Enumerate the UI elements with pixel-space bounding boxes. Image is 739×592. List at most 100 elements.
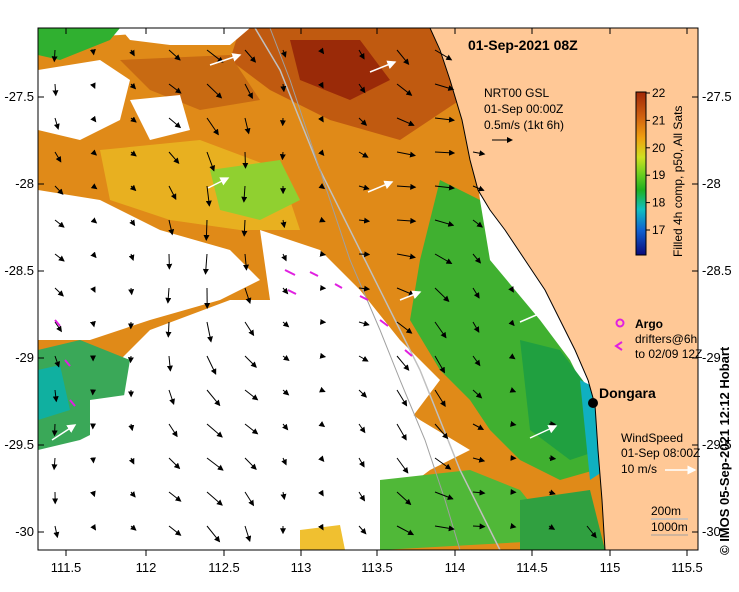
wind-vector [165,321,172,338]
x-tick-label: 113 [291,560,312,575]
wind-vector [281,457,287,466]
wind-vector [318,47,325,55]
wind-vector [51,423,58,437]
depth-legend-1000m: 1000m [651,520,688,534]
wind-vector [358,320,370,327]
wind-vector [358,491,366,502]
wind-vector [54,185,64,195]
wind-vector [396,253,416,260]
wind-vector [129,491,136,498]
wind-vector [206,525,221,543]
wind-vector [280,83,287,93]
wind-vector [90,82,96,90]
wind-vector [472,253,482,264]
wind-vector [396,151,416,158]
wind-vector [206,457,224,471]
wind-vector [318,489,324,497]
drifters-line1: drifters@6h [635,332,697,346]
wind-vector [396,491,412,506]
wind-vector [202,253,209,275]
wind-vector [472,150,486,157]
wind-vector [396,217,417,224]
wind-vector [434,83,455,91]
cloud-gaps [38,28,440,550]
wind-vector [244,525,252,543]
wind-vector [166,355,173,372]
current-vector [519,308,550,323]
wind-vector [358,184,370,191]
wind-vector [434,287,450,302]
wind-legend-line1: WindSpeed [621,431,683,445]
current-vector [367,180,394,193]
place-label: Dongara [599,385,656,401]
y-tick-label: -28 [15,176,34,191]
wind-vector [434,525,455,532]
wind-vector [244,321,255,337]
wind-vector [396,457,409,474]
wind-vector [358,525,367,535]
wind-vector [472,456,486,463]
wind-vector [318,115,324,123]
wind-vector [206,389,221,407]
y-tick-label-right: -29 [702,350,721,365]
y-tick-label: -30 [15,524,34,539]
wind-vector [168,151,180,164]
wind-vector [319,216,326,223]
wind-vector [54,355,60,368]
wind-vector [242,151,249,169]
wind-vector [358,117,368,126]
wind-vector [244,117,251,135]
wind-vector [206,49,224,63]
wind-vector [90,217,98,224]
current-vector [399,290,422,301]
y-tick-label-right: -29.5 [702,437,732,452]
wind-vector [434,184,455,191]
wind-vector [168,457,181,470]
y-tick-label: -28.5 [4,263,34,278]
colorbar-tick-label: 19 [652,168,666,182]
wind-vector [54,219,65,228]
wind-vector [168,83,182,94]
wind-vector [282,321,290,328]
plot-area [38,28,698,550]
wind-vector [90,183,98,190]
wind-vector [396,49,410,65]
x-tick-label: 115.5 [671,560,703,575]
current-vector [529,425,558,439]
wind-vector [52,83,59,97]
wind-vector [244,457,257,471]
x-tick-label: 114 [445,560,466,575]
wind-vector [280,49,287,58]
wind-vector [358,457,365,468]
wind-vector [358,217,371,224]
wind-vector [548,524,556,530]
wind-vector [396,355,410,371]
wind-legend-line3: 10 m/s [621,462,657,476]
wind-vector [168,49,181,61]
wind-vector [54,253,65,262]
wind-vector [472,321,480,333]
drifters-line2: to 02/09 12Z [635,347,702,361]
wind-vector [89,48,96,56]
wind-vector [434,253,453,264]
wind-vector [54,287,64,297]
wind-vector [90,149,98,156]
wind-vector [318,149,325,156]
current-vector [207,177,230,189]
wind-vector [472,489,486,496]
colorbar-label: Filled 4h comp, p50, All Sats [671,106,685,257]
wind-vector [244,423,259,435]
wind-vector [130,116,137,123]
drifter-tracks [54,269,413,407]
wind-vector [244,49,257,63]
wind-vector [53,525,60,539]
wind-vector [434,219,455,227]
colorbar-tick-label: 17 [652,223,666,237]
x-tick-label: 114.5 [516,560,548,575]
wind-vector [89,320,96,328]
wind-vector [206,423,223,438]
contour-1000m [269,28,461,550]
wind-vector [168,185,177,200]
y-tick-label: -29 [15,350,34,365]
